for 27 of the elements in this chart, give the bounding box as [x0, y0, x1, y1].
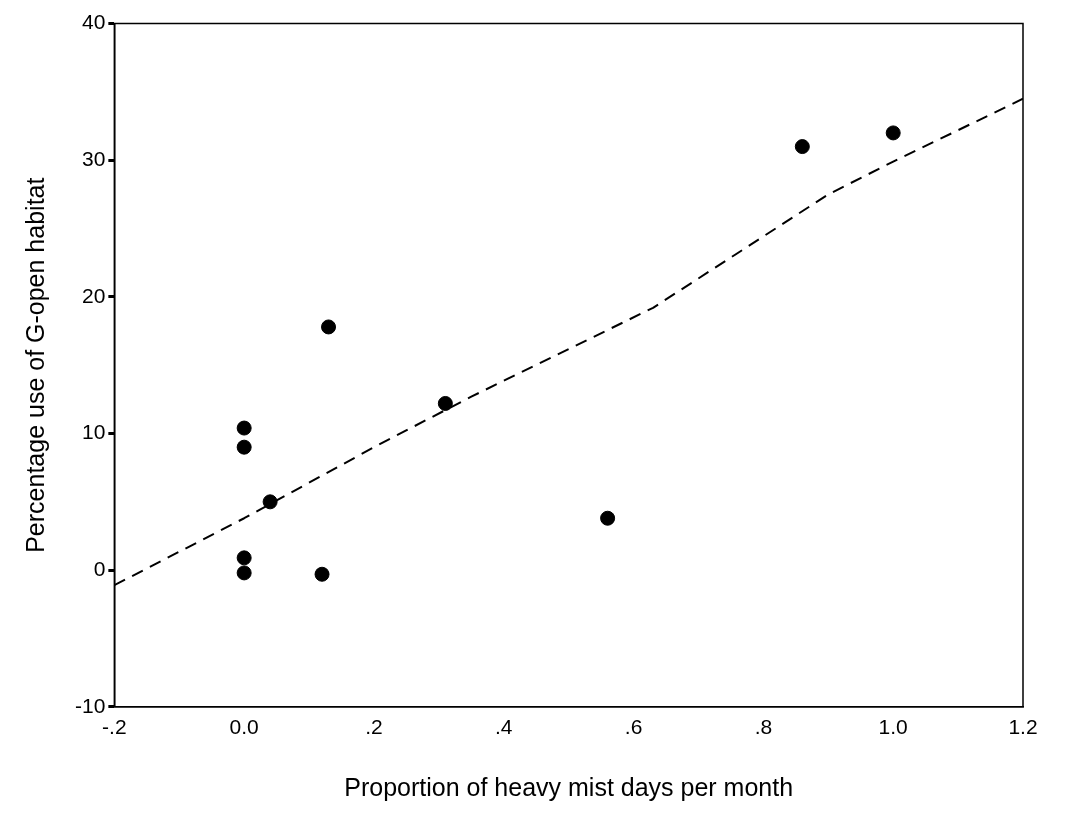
point — [885, 125, 901, 141]
point — [794, 139, 810, 155]
point — [236, 439, 252, 455]
point — [236, 565, 252, 581]
y-tick-label: 40 — [81, 10, 106, 34]
x-tick-label: 1.2 — [1008, 715, 1038, 739]
y-axis-title: Percentage use of G-open habitat — [20, 177, 49, 553]
x-tick-label: 1.0 — [878, 715, 908, 739]
x-tick-label: .4 — [495, 715, 513, 739]
y-tick-label: 30 — [81, 147, 106, 171]
point — [236, 550, 252, 566]
point — [314, 566, 330, 582]
x-axis-title: Proportion of heavy mist days per month — [344, 772, 794, 801]
x-tick-label: .6 — [624, 715, 643, 739]
y-tick-label: 0 — [93, 556, 106, 580]
x-tick-label: 0.0 — [229, 715, 259, 739]
point — [236, 420, 252, 436]
x-tick-label: -.2 — [102, 715, 127, 739]
x-tick-label: .2 — [365, 715, 383, 739]
point — [600, 510, 616, 526]
point — [321, 319, 337, 335]
point — [437, 395, 453, 411]
y-tick-label: -10 — [74, 693, 106, 717]
y-tick-label: 10 — [81, 420, 106, 444]
x-tick-label: .8 — [754, 715, 773, 739]
point — [262, 494, 278, 510]
y-tick-label: 20 — [81, 283, 106, 307]
